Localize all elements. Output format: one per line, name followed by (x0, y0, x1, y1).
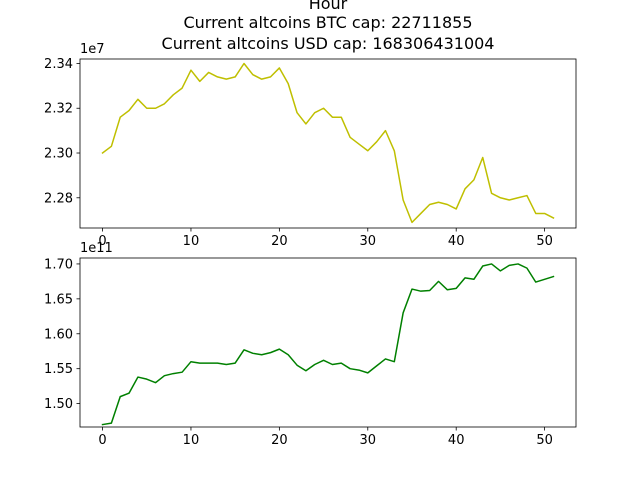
usd-cap-axes-frame (79, 257, 577, 428)
usd-cap-y-tick-label: 1.50 (44, 397, 73, 412)
btc-cap-x-tick-label: 10 (183, 234, 200, 249)
usd-cap-line-panel: 0 10 20 30 40 50 1.50 1.55 1.60 1.65 1.70 1e11 (44, 241, 577, 448)
usd-cap-axis-offset-label: 1e11 (80, 241, 113, 256)
btc-cap-y-tick-label: 2.34 (44, 57, 73, 72)
usd-cap-x-tick-label: 50 (536, 433, 553, 448)
btc-cap-x-tick-label: 0 (98, 234, 106, 249)
btc-cap-line-panel: 0 10 20 30 40 50 2.28 2.30 2.32 2.34 1e7 (44, 42, 577, 249)
figure-title-line-1: Hour (309, 0, 348, 13)
usd-cap-series-line (101, 263, 555, 426)
usd-cap-x-tick-label: 40 (448, 433, 465, 448)
figure-title-line-3: Current altcoins USD cap: 168306431004 (162, 34, 495, 53)
btc-cap-y-tick-label: 2.30 (44, 147, 73, 162)
btc-cap-x-tick-label: 30 (360, 234, 377, 249)
usd-cap-x-tick-label: 30 (360, 433, 377, 448)
btc-cap-x-tick-label: 20 (271, 234, 288, 249)
btc-cap-axis-offset-label: 1e7 (80, 42, 105, 57)
btc-cap-y-tick-label: 2.32 (44, 102, 73, 117)
btc-cap-axes-frame (79, 58, 577, 229)
btc-cap-y-tick-label: 2.28 (44, 191, 73, 206)
usd-cap-x-tick-label: 10 (183, 433, 200, 448)
usd-cap-y-tick-label: 1.70 (44, 257, 73, 272)
figure-title: Hour Current altcoins BTC cap: 22711855 … (162, 0, 495, 53)
btc-cap-x-tick-label: 50 (536, 234, 553, 249)
usd-cap-y-tick-label: 1.60 (44, 327, 73, 342)
usd-cap-y-tick-label: 1.65 (44, 292, 73, 307)
usd-cap-y-tick-label: 1.55 (44, 362, 73, 377)
btc-cap-x-tick-label: 40 (448, 234, 465, 249)
btc-cap-series-line (101, 62, 555, 224)
usd-cap-x-tick-label: 0 (98, 433, 106, 448)
figure-title-line-2: Current altcoins BTC cap: 22711855 (183, 13, 472, 32)
usd-cap-x-tick-label: 20 (271, 433, 288, 448)
